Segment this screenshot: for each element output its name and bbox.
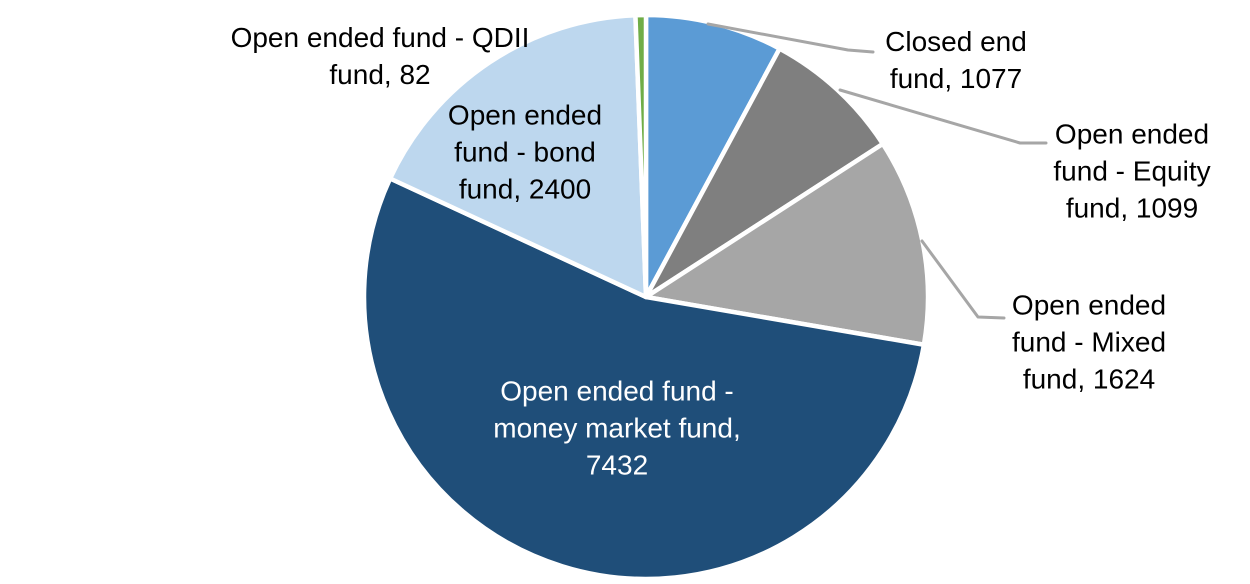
data-label-line: Open ended fund -	[500, 375, 734, 407]
data-label-line: fund, 1099	[1065, 192, 1199, 224]
data-label-line: Open ended	[447, 99, 603, 131]
pie-slice-open-ended-fund-money-market-fund	[361, 176, 927, 582]
data-label-open-ended-fund-qdii-fund: Open ended fund - QDII fund, 82	[231, 19, 530, 93]
data-label-line: Open ended	[1011, 289, 1167, 321]
data-label-line: fund - Equity	[1053, 155, 1211, 187]
data-label-line: fund, 82	[329, 59, 431, 90]
data-label-line: Closed end	[885, 26, 1027, 57]
data-label-line: money market fund,	[493, 412, 741, 444]
pie-slice-open-ended-fund-bond-fund	[387, 12, 649, 300]
pie-slice-closed-end-fund	[643, 12, 782, 300]
data-label-open-ended-fund-equity-fund: Open ended fund - Equity fund, 1099	[1053, 116, 1210, 227]
data-label-line: fund, 1624	[1022, 363, 1156, 395]
leader-line-closed-end-fund	[706, 22, 875, 54]
data-label-open-ended-fund-mixed-fund: Open ended fund - Mixed fund, 1624	[1012, 287, 1166, 398]
data-label-line: fund, 2400	[458, 173, 592, 205]
data-label-open-ended-fund-bond-fund: Open ended fund - bond fund, 2400	[448, 97, 602, 208]
data-label-line: Open ended	[1054, 118, 1210, 150]
data-label-open-ended-fund-money-market-fund: Open ended fund - money market fund, 743…	[493, 373, 740, 484]
leader-line-open-ended-fund-equity-fund	[838, 88, 1048, 145]
data-label-line: fund - bond	[454, 136, 596, 168]
data-label-line: Open ended fund - QDII	[230, 22, 530, 53]
pie-slice-open-ended-fund-equity-fund	[643, 46, 886, 300]
data-label-line: 7432	[585, 449, 649, 481]
data-label-line: fund - Mixed	[1011, 326, 1167, 358]
leader-line-open-ended-fund-mixed-fund	[920, 239, 1006, 320]
data-label-line: fund, 1077	[889, 63, 1023, 94]
pie-slice-open-ended-fund-qdii-fund	[633, 12, 649, 300]
data-label-closed-end-fund: Closed end fund, 1077	[885, 23, 1027, 97]
